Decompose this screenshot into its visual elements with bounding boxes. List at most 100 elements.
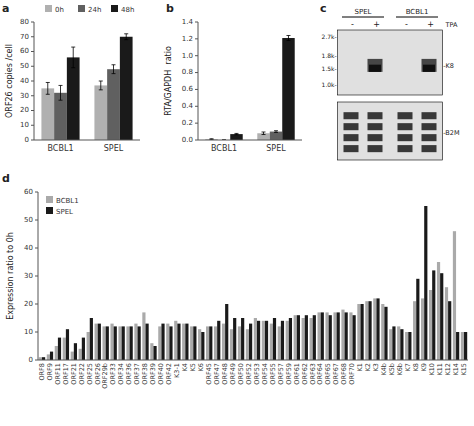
bar <box>126 326 129 360</box>
x-axis <box>34 140 140 141</box>
bar <box>254 318 257 360</box>
x-tick-label: K8 <box>412 363 420 371</box>
panel: a01020304050607080ORF26 copies /cellBCBL… <box>2 2 140 153</box>
bar <box>365 301 368 360</box>
bar <box>461 332 464 360</box>
bar <box>182 324 185 360</box>
bar <box>345 312 348 360</box>
bar <box>265 321 268 360</box>
x-tick-label: ORF45 <box>205 363 213 385</box>
bar <box>373 298 376 360</box>
bar <box>47 354 50 360</box>
bar <box>313 315 316 360</box>
bar <box>376 298 379 360</box>
legend-swatch <box>45 5 52 12</box>
panel: b0.00.20.40.60.81.01.21.4RTA/GAPDH ratio… <box>164 2 303 153</box>
gel-box <box>338 102 443 160</box>
x-tick-label: ORF68 <box>340 363 348 385</box>
bar <box>106 326 109 360</box>
bar <box>55 346 58 360</box>
x-tick-label: K12 <box>444 363 452 376</box>
y-tick-label: 80 <box>20 18 29 26</box>
y-tick-label: 40 <box>24 244 33 252</box>
annotation: 1.8k- <box>322 52 337 59</box>
x-tick-label: SPEL <box>266 144 286 153</box>
x-axis <box>198 140 302 141</box>
error-cap <box>286 35 290 36</box>
panel-title: b <box>166 2 174 15</box>
gel-band <box>344 145 359 152</box>
panel-title: a <box>2 2 9 15</box>
y-tick-label: 0.0 <box>182 136 193 144</box>
x-tick-label: ORF37 <box>133 363 141 385</box>
y-axis <box>38 192 39 360</box>
x-tick-label: ORF9 <box>46 363 54 381</box>
error-cap <box>59 100 63 101</box>
bar <box>222 324 225 360</box>
bar <box>282 38 294 140</box>
x-tick-label: K6 <box>197 363 205 371</box>
y-tick-label: 30 <box>24 272 33 280</box>
x-tick-label: K5b <box>388 363 396 376</box>
x-tick-label: ORF50 <box>237 363 245 385</box>
gel-band <box>422 134 437 141</box>
gel-band <box>423 65 435 72</box>
gel-band <box>422 112 437 119</box>
x-tick-label: ORF55 <box>269 363 277 385</box>
y-tick-label: 20 <box>20 106 29 114</box>
bar <box>158 326 161 360</box>
bar <box>58 338 61 360</box>
error-cap <box>274 132 278 133</box>
y-tick-label: 1.2 <box>182 35 193 43</box>
annotation: - <box>351 20 354 29</box>
x-tick-label: ORF52 <box>245 363 253 385</box>
bar <box>281 321 284 360</box>
bar <box>79 349 82 360</box>
y-tick-label: 10 <box>24 328 33 336</box>
x-tick-label: ORF33 <box>109 363 117 385</box>
x-tick-label: ORF21 <box>70 363 78 385</box>
overline <box>396 17 438 18</box>
error-cap <box>46 94 50 95</box>
error-line <box>100 81 101 90</box>
y-tick-label: 1.0 <box>182 52 193 60</box>
bar <box>337 312 340 360</box>
error-bar <box>112 65 116 74</box>
error-cap <box>262 134 266 135</box>
error-line <box>113 65 114 74</box>
x-tick-label: ORF48 <box>221 363 229 385</box>
x-tick-label: ORF47 <box>213 363 221 385</box>
y-tick-label: 0.8 <box>182 68 193 76</box>
error-cap <box>46 82 50 83</box>
bar <box>357 304 360 360</box>
x-tick-label: ORF38 <box>141 363 149 385</box>
x-tick-label: ORF67 <box>332 363 340 385</box>
x-tick-label: ORF70 <box>348 363 356 385</box>
bar <box>193 326 196 360</box>
bar <box>389 329 392 360</box>
bar <box>230 134 242 140</box>
annotation: + <box>373 20 380 29</box>
x-tick-label: K3-1 <box>173 363 181 378</box>
x-tick-label: K6b <box>396 363 404 376</box>
error-cap <box>99 81 103 82</box>
annotation: TPA <box>445 21 458 29</box>
annotation: 1.5k- <box>322 65 337 72</box>
x-tick-label: K15 <box>460 363 468 376</box>
annotation: + <box>427 20 434 29</box>
annotation: 1.0k- <box>322 81 337 88</box>
bar <box>397 326 400 360</box>
bar <box>214 326 217 360</box>
error-bar <box>286 35 290 40</box>
x-tick-label: ORF59 <box>285 363 293 385</box>
bar <box>246 329 249 360</box>
bar <box>341 310 344 360</box>
bar <box>278 326 281 360</box>
y-tick-label: 0 <box>29 356 33 364</box>
gel-panel: cSPELBCBL1-+-+TPA2.7k-1.8k-1.5k-1.0k--K8… <box>320 2 460 160</box>
x-tick-label: ORF64 <box>316 363 324 385</box>
error-line <box>60 85 61 100</box>
x-tick-label: ORF61 <box>293 363 301 385</box>
y-tick-label: 60 <box>20 47 29 55</box>
gel-box <box>338 30 443 95</box>
